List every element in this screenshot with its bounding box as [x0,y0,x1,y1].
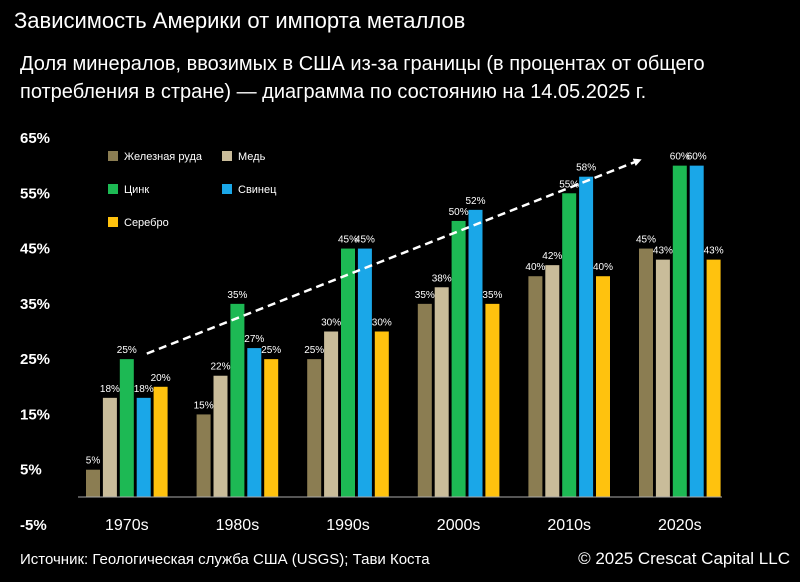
bar [247,348,262,497]
x-tick-label: 2000s [437,517,481,534]
bar-data-label: 55% [559,179,579,190]
bar [434,287,449,497]
bar [706,259,721,497]
bar [341,248,355,497]
bar-data-label: 22% [210,362,230,373]
bar [374,331,389,497]
bar-data-label: 25% [261,345,281,356]
y-tick-label: 45% [20,241,50,258]
bar-data-label: 18% [134,384,154,395]
legend-label: Свинец [238,184,277,196]
legend-swatch [108,184,118,194]
copyright-note: © 2025 Crescat Capital LLC [578,549,790,568]
bar [596,276,610,497]
bar [655,259,670,497]
bar [528,276,543,497]
bar [102,397,117,497]
bar-data-label: 43% [704,246,724,257]
legend-swatch [108,151,118,161]
bar [562,193,577,498]
bar-data-label: 60% [670,152,690,163]
bar [417,303,432,497]
bar-data-label: 15% [194,400,214,411]
bar [230,303,245,497]
bar [264,359,279,497]
bar [196,414,211,497]
bar-data-label: 45% [636,235,656,246]
y-tick-label: 5% [20,462,42,479]
bar-data-label: 58% [576,163,596,174]
x-tick-label: 1970s [105,517,149,534]
bar [136,397,151,497]
bar-data-label: 60% [687,152,707,163]
bar-data-label: 20% [151,373,171,384]
bar-data-label: 42% [542,251,562,262]
bar-data-label: 38% [432,273,452,284]
data-labels-group: 5%18%25%18%20%15%22%35%27%25% 25%30%45%45… [86,152,724,467]
legend-swatch [222,184,232,194]
bar-data-label: 30% [372,318,392,329]
bars-group [86,165,721,498]
trend-arrow [146,158,642,355]
bar-data-label: 35% [415,290,435,301]
bar [545,265,560,497]
x-tick-label: 1990s [326,517,370,534]
legend: Железная руда Медь Цинк Свинец Серебро [108,151,277,229]
bar-data-label: 25% [304,345,324,356]
legend-label: Цинк [124,184,149,196]
bar [153,386,168,497]
y-tick-label: 15% [20,406,50,423]
legend-label: Серебро [124,217,169,229]
y-tick-label: 65% [20,130,50,147]
y-tick-label: 35% [20,296,50,313]
bar-data-label: 35% [482,290,502,301]
bar [485,303,500,497]
bar-data-label: 50% [449,207,469,218]
bar [307,359,322,497]
bar-data-label: 45% [355,235,375,246]
y-tick-label: 25% [20,351,50,368]
bar-data-label: 52% [465,196,485,207]
bar-data-label: 5% [86,456,101,467]
bar-data-label: 35% [227,290,247,301]
chart-title: Зависимость Америки от импорта металлов [14,8,466,33]
x-tick-label: 1980s [216,517,260,534]
bar [672,165,687,497]
x-tick-label: 2010s [547,517,591,534]
bar-data-label: 43% [653,246,673,257]
bar-data-label: 27% [244,334,264,345]
bar [119,359,134,497]
bar-data-label: 30% [321,318,341,329]
legend-label: Медь [238,151,266,163]
legend-swatch [108,217,118,227]
y-axis: -5% 5% 15% 25% 35% 45% 55% 65% [20,130,50,534]
y-tick-label: -5% [20,517,47,534]
legend-swatch [222,151,232,161]
bar-data-label: 40% [593,262,613,273]
y-tick-label: 55% [20,185,50,202]
bar-data-label: 18% [100,384,120,395]
legend-label: Железная руда [124,151,203,163]
bar [357,248,372,497]
bar [579,176,594,497]
bar-data-label: 45% [338,235,358,246]
bar [639,248,653,497]
bar-data-label: 25% [117,345,137,356]
x-axis: 1970s 1980s 1990s 2000s 2010s 2020s [105,517,702,534]
bar [451,220,466,497]
bar [468,209,483,497]
bar [689,165,704,497]
bar [213,375,228,497]
bar [324,331,339,497]
chart-subtitle: Доля минералов, ввозимых в США из-за гра… [20,53,705,103]
bar [86,469,100,497]
x-tick-label: 2020s [658,517,702,534]
bar-data-label: 40% [525,262,545,273]
source-note: Источник: Геологическая служба США (USGS… [20,551,430,568]
